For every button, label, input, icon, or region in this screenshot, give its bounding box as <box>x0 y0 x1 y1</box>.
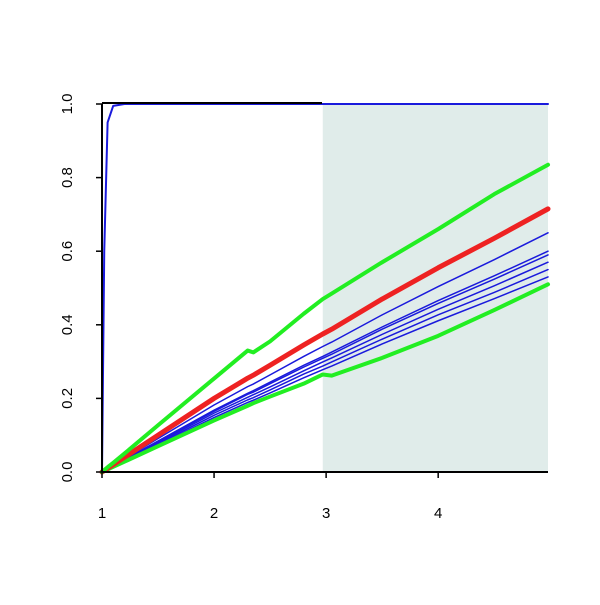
y-tick-label: 0.0 <box>59 462 76 483</box>
x-tick-label: 1 <box>98 505 106 522</box>
axis-layer: 0.0 0.2 0.4 0.6 0.8 1.0 1 2 3 4 <box>59 94 548 522</box>
y-tick-label: 0.8 <box>59 167 76 188</box>
line-layer <box>99 103 551 475</box>
y-tick-label: 0.4 <box>59 314 76 335</box>
y-tick-label: 1.0 <box>59 94 76 115</box>
series-line <box>100 162 550 474</box>
x-tick-label: 4 <box>434 505 442 522</box>
x-tick-label: 2 <box>210 505 218 522</box>
x-tick-label: 3 <box>322 505 330 522</box>
y-tick-label: 0.2 <box>59 388 76 409</box>
y-tick-label: 0.6 <box>59 241 76 262</box>
